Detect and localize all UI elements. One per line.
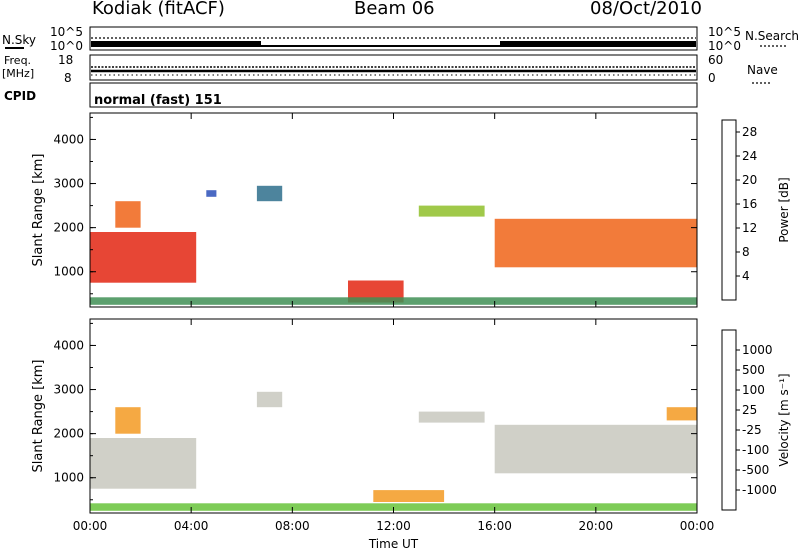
freq-label-line1: Freq. [4, 54, 31, 67]
echo-region-3 [373, 490, 445, 502]
velocity-colorbar: 1000 500 100 25 -25 -100 -500 -1000 Velocity [m … [721, 329, 791, 511]
echo-region-5 [418, 205, 485, 217]
nsky-strip-frame [89, 26, 698, 51]
nsearch-hi-label: 10^5 [708, 25, 741, 39]
colorbar-tick-label: 20 [742, 173, 757, 187]
freq-strip: Freq. [MHz] 18 8 60 0 Nave [2, 53, 778, 85]
y-tick-label: 2000 [53, 427, 84, 441]
cpid-label: CPID [4, 89, 36, 103]
nsky-trace-a [91, 41, 261, 47]
echo-region-5 [494, 424, 697, 474]
colorbar-tick-label: 25 [742, 403, 757, 417]
x-tick-label: 20:00 [579, 519, 614, 533]
echo-region-2 [256, 391, 283, 408]
freq-lo-label: 8 [64, 71, 72, 85]
y-tick-label: 1000 [53, 265, 84, 279]
cpid-value: normal (fast) 151 [94, 93, 222, 108]
x-tick-label: 08:00 [275, 519, 310, 533]
station-title: Kodiak (fitACF) [92, 0, 225, 19]
x-tick-label: 16:00 [477, 519, 512, 533]
echo-region-6 [494, 218, 697, 268]
nsky-strip: N.Sky 10^5 10^0 N.Search 10^5 10^0 [2, 25, 799, 53]
y-tick-label: 3000 [53, 177, 84, 191]
freq-hi-label: 18 [58, 53, 73, 67]
nsky-hi-label: 10^5 [50, 25, 83, 39]
colorbar-frame [721, 329, 737, 511]
x-tick-label: 00:00 [73, 519, 108, 533]
echo-region-4 [348, 280, 404, 303]
echo-region-0 [90, 438, 197, 489]
nsky-trace-b [500, 41, 696, 47]
y-axis-label: Slant Range [km] [31, 154, 46, 267]
nsky-lo-label: 10^0 [50, 39, 83, 53]
cpid-strip-frame [89, 82, 698, 108]
nave-lo-label: 0 [708, 71, 716, 85]
colorbar-label: Velocity [m s⁻¹] [777, 373, 791, 466]
colorbar-tick-label: 12 [742, 221, 757, 235]
x-tick-label: 00:00 [680, 519, 715, 533]
colorbar-tick-label: -1000 [742, 483, 777, 497]
echo-region-1 [115, 201, 141, 228]
colorbar-tick-label: 4 [742, 269, 750, 283]
x-tick-label: 12:00 [376, 519, 411, 533]
echo-region-3 [256, 185, 283, 202]
colorbar-tick-label: -500 [742, 463, 769, 477]
echo-region-0 [90, 232, 197, 283]
colorbar-tick-label: 28 [742, 125, 757, 139]
echo-region-1 [115, 407, 141, 434]
nave-label: Nave [747, 63, 778, 77]
colorbar-tick-label: 500 [742, 363, 765, 377]
y-tick-label: 4000 [53, 338, 84, 352]
y-tick-label: 3000 [53, 383, 84, 397]
colorbar-tick-label: 24 [742, 149, 757, 163]
power-panel: 1000 2000 3000 4000 Slant Range [km] [31, 112, 698, 308]
y-axis-label: Slant Range [km] [31, 360, 46, 473]
colorbar-tick-label: -25 [742, 423, 762, 437]
time-axis: 00:00 04:00 08:00 12:00 16:00 20:00 00:00 Time … [73, 519, 715, 551]
echo-region-6 [666, 407, 697, 421]
echo-region-2 [206, 190, 217, 197]
y-tick-label: 1000 [53, 471, 84, 485]
nsearch-lo-label: 10^0 [708, 39, 741, 53]
freq-strip-frame [89, 54, 698, 81]
nsearch-label: N.Search [745, 29, 799, 43]
nsky-trace-gap [261, 45, 500, 47]
freq-label-line2: [MHz] [2, 67, 34, 80]
colorbar-tick-label: 16 [742, 197, 757, 211]
y-tick-label: 2000 [53, 221, 84, 235]
x-axis-label: Time UT [368, 537, 419, 551]
y-tick-label: 4000 [53, 132, 84, 146]
echo-region-4 [418, 411, 485, 423]
colorbar-tick-label: 8 [742, 245, 750, 259]
power-colorbar: 4 8 12 16 20 24 28 Power [dB] [721, 119, 791, 301]
beam-title: Beam 06 [354, 0, 435, 19]
x-tick-label: 04:00 [174, 519, 209, 533]
nave-hi-label: 60 [708, 53, 723, 67]
colorbar-tick-label: -100 [742, 443, 769, 457]
colorbar-label: Power [dB] [777, 177, 791, 242]
nsky-label: N.Sky [2, 33, 36, 47]
velocity-panel: 1000 2000 3000 4000 Slant Range [km] [31, 318, 698, 514]
colorbar-tick-label: 100 [742, 383, 765, 397]
colorbar-tick-label: 1000 [742, 343, 773, 357]
cpid-strip: CPID normal (fast) 151 [4, 82, 698, 108]
date-title: 08/Oct/2010 [590, 0, 702, 19]
colorbar-frame [721, 119, 737, 301]
